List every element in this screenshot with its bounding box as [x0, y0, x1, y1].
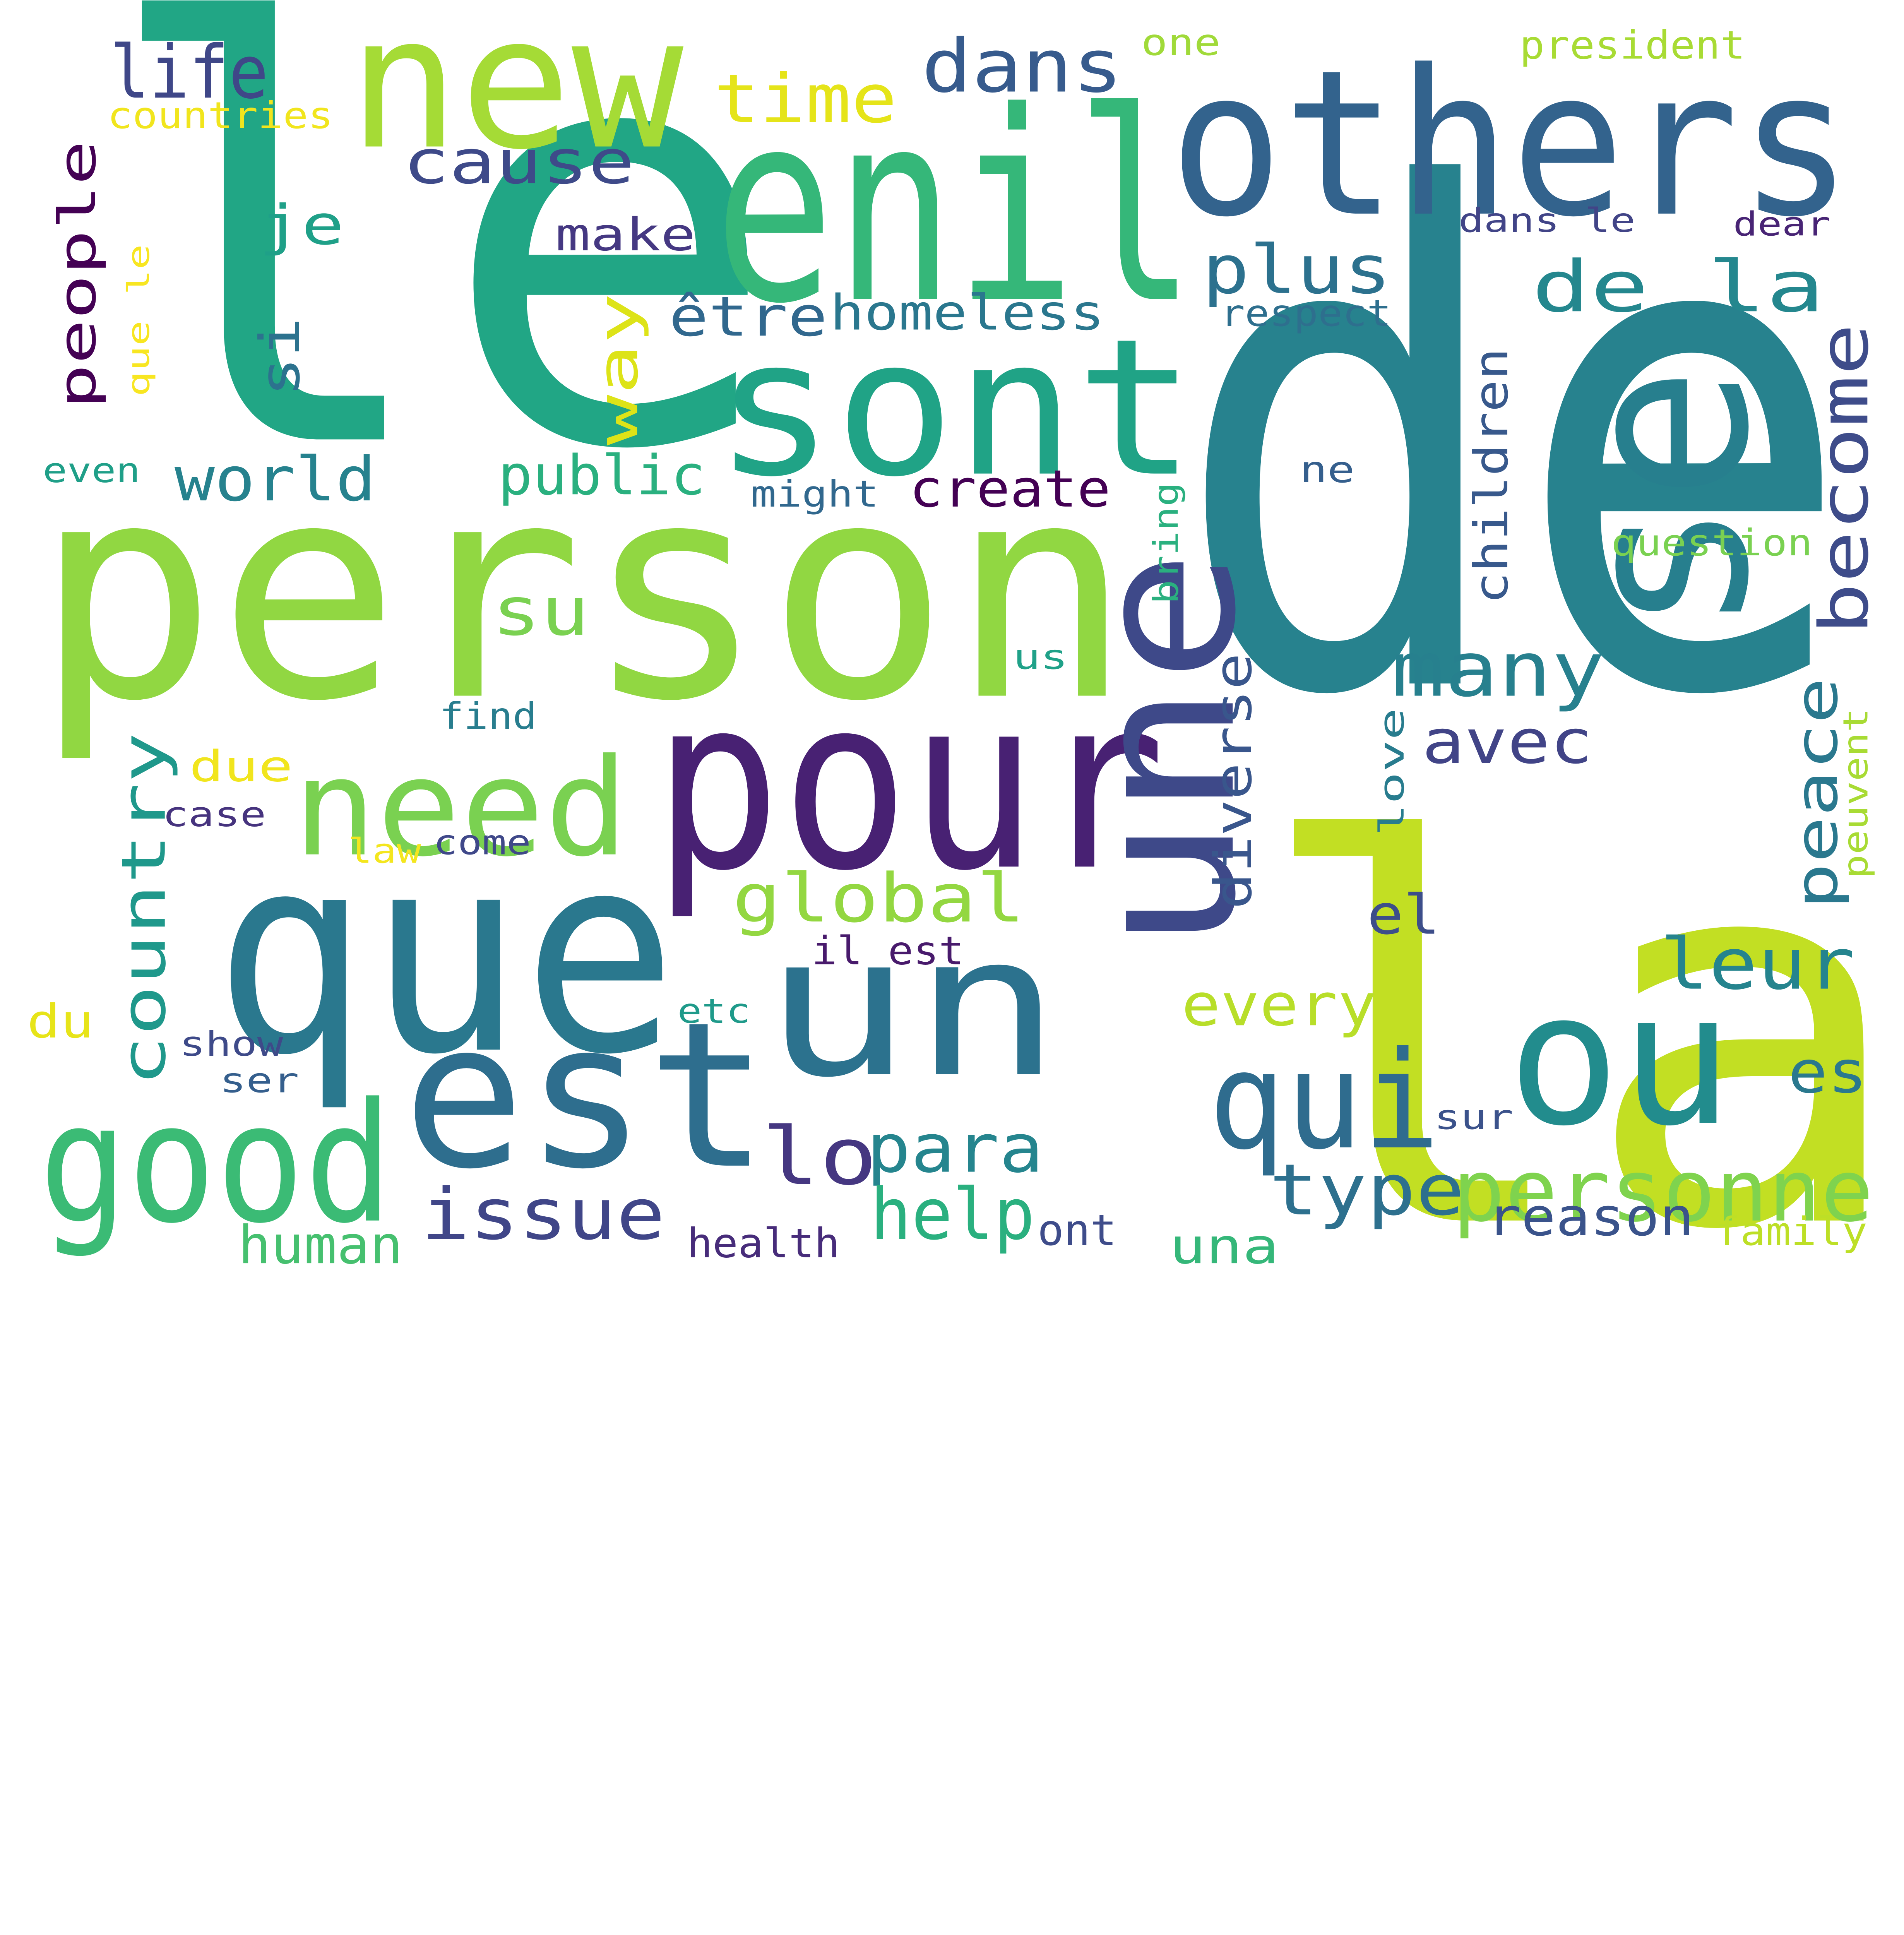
- word-dear: dear: [1733, 205, 1830, 244]
- word-una: una: [1169, 1218, 1279, 1275]
- word-se: se: [1531, 366, 1800, 635]
- word-children: children: [1465, 348, 1519, 604]
- word-global: global: [732, 859, 1025, 937]
- word-country: country: [109, 732, 180, 1086]
- word-many: many: [1391, 626, 1605, 714]
- word-peace: peace: [1782, 677, 1851, 909]
- word-ou: ou: [1507, 953, 1733, 1166]
- word-new: new: [348, 0, 685, 190]
- word-type: type: [1269, 1149, 1465, 1231]
- word-une: une: [1052, 549, 1279, 952]
- word-due: due: [189, 742, 293, 791]
- word-good: good: [39, 1068, 393, 1260]
- word-su: su: [492, 572, 589, 651]
- word-every: every: [1181, 971, 1377, 1039]
- word-cause: cause: [403, 127, 635, 198]
- word-case: case: [162, 795, 266, 834]
- word-leur: leur: [1660, 923, 1855, 1006]
- word-diverse: diverse: [1204, 653, 1264, 909]
- word-pour: pour: [653, 646, 1166, 923]
- word-lo: lo: [762, 1111, 878, 1203]
- word-might: might: [751, 473, 879, 515]
- word-es: es: [1788, 1038, 1867, 1106]
- word-health: health: [687, 1219, 840, 1267]
- word-find: find: [439, 695, 537, 738]
- word-être: être: [669, 285, 827, 349]
- word-que-le: que le: [121, 244, 156, 397]
- word-le: le: [98, 0, 781, 575]
- word-si: si: [248, 317, 312, 397]
- word-sont: sont: [714, 298, 1196, 519]
- word-president: president: [1519, 22, 1745, 68]
- word-life: life: [110, 29, 269, 115]
- word-one: one: [1141, 21, 1221, 64]
- word-public: public: [498, 444, 705, 507]
- word-sur: sur: [1434, 1097, 1514, 1137]
- word-para: para: [866, 1110, 1043, 1188]
- word-love: love: [1372, 708, 1412, 836]
- word-avec: avec: [1422, 707, 1593, 777]
- word-others: others: [1169, 27, 1853, 261]
- word-make: make: [555, 209, 696, 261]
- word-qui: qui: [1208, 1023, 1440, 1179]
- word-est: est: [403, 979, 769, 1213]
- word-ont: ont: [1038, 1206, 1117, 1255]
- word-become: become: [1805, 324, 1883, 635]
- word-time: time: [714, 60, 897, 138]
- word-countries: countries: [108, 94, 333, 137]
- word-us: us: [1013, 637, 1068, 677]
- word-plus: plus: [1202, 231, 1391, 309]
- word-person: person: [34, 419, 1132, 767]
- word-need: need: [293, 730, 628, 886]
- word-show: show: [180, 1024, 284, 1064]
- word-enil: enil: [714, 56, 1196, 361]
- word-question: question: [1611, 522, 1812, 564]
- word-el: el: [1367, 883, 1440, 947]
- word-reason: reason: [1486, 1187, 1694, 1248]
- word-de: de: [1172, 49, 1855, 845]
- word-come: come: [433, 823, 531, 863]
- word-create: create: [909, 459, 1111, 519]
- word-il-est: il est: [812, 928, 964, 974]
- word-que: que: [214, 795, 677, 1115]
- word-la: la: [1251, 733, 1904, 1284]
- word-respect: respect: [1221, 292, 1392, 335]
- word-issue: issue: [421, 1173, 665, 1256]
- word-ne: ne: [1300, 449, 1355, 491]
- word-people: people: [48, 140, 108, 409]
- word-family: family: [1715, 1209, 1867, 1254]
- word-help: help: [870, 1173, 1035, 1256]
- word-ser: ser: [220, 1061, 299, 1101]
- word-de-la: de la: [1532, 246, 1825, 328]
- word-peuvent: peuvent: [1836, 708, 1875, 879]
- word-bring: bring: [1146, 482, 1186, 604]
- word-law: law: [348, 831, 421, 871]
- word-du: du: [27, 995, 94, 1049]
- word-un: un: [763, 893, 1062, 1120]
- word-etc: etc: [677, 991, 750, 1031]
- word-dans-le: dans le: [1459, 202, 1635, 240]
- word-even: even: [43, 450, 140, 490]
- word-world: world: [175, 444, 376, 515]
- word-je: je: [259, 194, 344, 257]
- word-homeless: homeless: [830, 284, 1105, 341]
- word-way: way: [586, 293, 650, 445]
- word-dans: dans: [921, 24, 1123, 109]
- word-personne: personne: [1452, 1142, 1873, 1241]
- word-human: human: [238, 1214, 403, 1276]
